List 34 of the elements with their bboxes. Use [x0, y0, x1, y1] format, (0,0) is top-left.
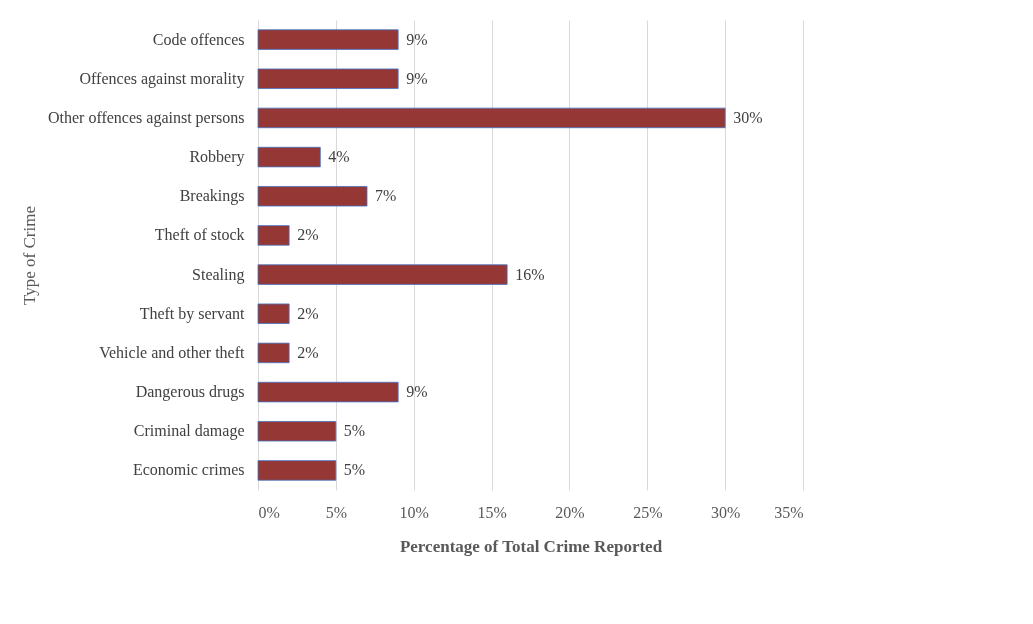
x-axis-title: Percentage of Total Crime Reported: [399, 536, 663, 556]
x-tick-label: 0%: [258, 503, 280, 521]
data-label: 16%: [515, 265, 545, 283]
y-tick-label: Economic crimes: [132, 461, 245, 479]
y-tick-label: Vehicle and other theft: [99, 343, 246, 361]
data-label: 9%: [406, 69, 428, 87]
y-tick-label: Theft of stock: [154, 226, 245, 244]
x-tick-label: 20%: [555, 503, 585, 521]
y-axis-title: Type of Crime: [19, 206, 39, 305]
x-tick-label: 35%: [774, 503, 804, 521]
data-label: 9%: [406, 383, 428, 401]
data-label: 7%: [375, 187, 397, 205]
data-label: 2%: [297, 343, 319, 361]
y-tick-label: Stealing: [192, 265, 245, 284]
y-tick-label: Dangerous drugs: [135, 383, 245, 402]
x-tick-label: 25%: [633, 503, 663, 521]
y-tick-label: Theft by servant: [139, 304, 246, 323]
y-tick-label: Criminal damage: [133, 422, 245, 441]
x-tick-label: 5%: [325, 503, 348, 521]
y-tick-label: Offences against morality: [79, 69, 245, 88]
x-tick-label: 10%: [399, 503, 429, 521]
data-label: 30%: [733, 108, 763, 126]
y-tick-label: Robbery: [189, 148, 245, 167]
data-label: 5%: [343, 461, 366, 479]
y-tick-label: Code offences: [152, 30, 245, 48]
data-label: 2%: [297, 226, 319, 244]
data-label: 2%: [297, 304, 319, 322]
data-label: 5%: [343, 422, 366, 440]
data-label: 4%: [328, 148, 350, 166]
y-tick-label: Breakings: [179, 187, 245, 206]
y-tick-label: Other offences against persons: [47, 108, 245, 127]
x-tick-label: 15%: [477, 503, 507, 521]
x-tick-label: 30%: [710, 503, 741, 521]
data-label: 9%: [406, 30, 428, 48]
